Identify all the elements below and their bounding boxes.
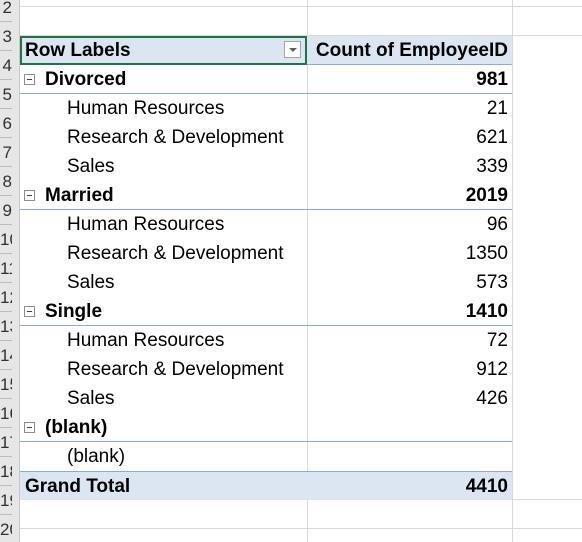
group-total: 1410	[465, 301, 508, 322]
row-number[interactable]: 4	[0, 51, 12, 80]
item-label: Sales	[67, 272, 115, 293]
row-number[interactable]: 6	[0, 109, 12, 138]
pivot-item-row[interactable]: Research & Development 621	[20, 123, 512, 152]
row-number[interactable]: 3	[0, 22, 12, 51]
item-label: Research & Development	[67, 243, 284, 264]
gridline-horizontal	[20, 6, 582, 7]
pivot-group-row-single[interactable]: Single 1410	[20, 297, 512, 326]
group-total: 981	[476, 69, 508, 90]
pivot-item-row[interactable]: Sales 426	[20, 384, 512, 413]
row-number[interactable]: 15	[0, 370, 12, 399]
collapse-icon[interactable]	[24, 306, 35, 317]
pivot-header-row: Row Labels Count of EmployeeID	[20, 36, 512, 65]
item-label: Sales	[67, 156, 115, 177]
grand-total-value: 4410	[465, 476, 508, 497]
item-label: Human Resources	[67, 98, 225, 119]
item-value: 621	[476, 127, 508, 148]
row-header-column[interactable]: 2 3 4 5 6 7 8 9 10 11 12 13 14 15 16 17 …	[0, 0, 20, 542]
item-value: 912	[476, 359, 508, 380]
row-number[interactable]: 8	[0, 167, 12, 196]
value-field-header[interactable]: Count of EmployeeID	[315, 40, 508, 61]
row-number[interactable]: 11	[0, 254, 12, 283]
pivot-grand-total-row[interactable]: Grand Total 4410	[20, 471, 512, 500]
row-number[interactable]: 16	[0, 399, 12, 428]
item-value: 339	[476, 156, 508, 177]
gridline-vertical	[512, 0, 513, 542]
collapse-icon[interactable]	[24, 190, 35, 201]
selected-cell-outline[interactable]	[20, 36, 307, 65]
item-value: 426	[476, 388, 508, 409]
item-label: Human Resources	[67, 330, 225, 351]
row-number[interactable]: 9	[0, 196, 12, 225]
pivot-group-row-divorced[interactable]: Divorced 981	[20, 65, 512, 94]
pivot-item-row[interactable]: Sales 339	[20, 152, 512, 181]
row-number[interactable]: 5	[0, 80, 12, 109]
item-label: Research & Development	[67, 127, 284, 148]
group-label: Divorced	[45, 69, 127, 90]
row-number[interactable]: 12	[0, 283, 12, 312]
collapse-icon[interactable]	[24, 74, 35, 85]
gridline-horizontal	[20, 35, 582, 36]
row-number[interactable]: 18	[0, 457, 12, 486]
row-number[interactable]: 17	[0, 428, 12, 457]
row-number[interactable]: 20	[0, 515, 12, 542]
item-value: 21	[486, 98, 508, 119]
item-label: Human Resources	[67, 214, 225, 235]
item-value: 1350	[465, 243, 508, 264]
item-label: Research & Development	[67, 359, 284, 380]
row-number[interactable]: 7	[0, 138, 12, 167]
item-label: (blank)	[67, 446, 126, 467]
row-number[interactable]: 10	[0, 225, 12, 254]
pivot-group-row-blank[interactable]: (blank)	[20, 413, 512, 442]
item-value: 72	[486, 330, 508, 351]
row-labels-filter-dropdown[interactable]	[284, 41, 301, 58]
grand-total-label: Grand Total	[25, 476, 131, 497]
item-value: 573	[476, 272, 508, 293]
pivot-item-row[interactable]: Research & Development 912	[20, 355, 512, 384]
row-number[interactable]: 13	[0, 312, 12, 341]
group-label: Married	[45, 185, 114, 206]
item-label: Sales	[67, 388, 115, 409]
pivot-item-row[interactable]: (blank)	[20, 442, 512, 471]
gridline-vertical	[307, 0, 308, 542]
item-value: 96	[486, 214, 508, 235]
pivot-item-row[interactable]: Human Resources 72	[20, 326, 512, 355]
row-number[interactable]: 14	[0, 341, 12, 370]
pivot-item-row[interactable]: Research & Development 1350	[20, 239, 512, 268]
group-total: 2019	[465, 185, 508, 206]
row-number[interactable]: 19	[0, 486, 12, 515]
row-number[interactable]: 2	[0, 0, 12, 22]
row-labels-header[interactable]: Row Labels	[25, 40, 131, 61]
pivot-item-row[interactable]: Human Resources 21	[20, 94, 512, 123]
group-label: (blank)	[45, 417, 108, 438]
pivot-item-row[interactable]: Sales 573	[20, 268, 512, 297]
gridline-horizontal	[20, 528, 582, 529]
group-label: Single	[45, 301, 103, 322]
pivot-item-row[interactable]: Human Resources 96	[20, 210, 512, 239]
collapse-icon[interactable]	[24, 422, 35, 433]
pivot-group-row-married[interactable]: Married 2019	[20, 181, 512, 210]
